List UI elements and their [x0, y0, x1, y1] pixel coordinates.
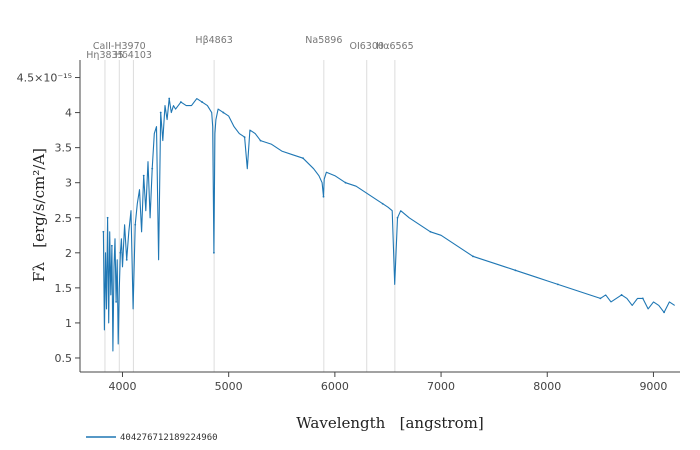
x-tick-label: 7000: [427, 380, 455, 393]
series-point: [179, 101, 182, 103]
series-point: [259, 139, 262, 142]
y-ticks: 0.5 1 1.5 2 2.5 3 3.5 4 4.5×10⁻¹⁵: [17, 72, 80, 365]
spectral-line-label: Hβ4863: [195, 35, 232, 46]
series-point: [514, 269, 517, 272]
spectral-line-label: Na5896: [305, 35, 342, 46]
legend[interactable]: 404276712189224960: [86, 433, 218, 443]
legend-label: 404276712189224960: [120, 433, 218, 443]
series-point: [344, 181, 347, 184]
series-point: [159, 111, 162, 114]
y-tick-label: 2.5: [55, 212, 73, 225]
x-tick-label: 8000: [533, 380, 561, 393]
axes: [79, 60, 680, 373]
series-point: [151, 167, 154, 170]
series-point: [102, 230, 105, 233]
series-point: [620, 293, 623, 296]
series-point: [243, 136, 246, 139]
y-tick-label: 0.5: [55, 352, 73, 365]
x-ticks: 4000 5000 6000 7000 8000 9000: [108, 372, 667, 393]
spectral-line-label: Hδ4103: [115, 50, 152, 61]
spectral-line-label: OI6300: [349, 41, 383, 52]
y-tick-label: 1: [65, 317, 72, 330]
series-line: [102, 98, 676, 352]
x-tick-label: 9000: [639, 380, 667, 393]
y-tick-label: 3.5: [55, 142, 73, 155]
series-point: [115, 300, 118, 303]
series-point: [110, 244, 113, 247]
series-point: [556, 283, 559, 286]
y-axis-title: Fλ [erg/s/cm²/A]: [30, 148, 48, 282]
spectral-reference-lines: [104, 60, 396, 372]
x-axis-title: Wavelength [angstrom]: [296, 414, 483, 432]
series-point: [381, 202, 384, 205]
series-point: [125, 258, 128, 261]
spectral-line-label: Hα6565: [376, 41, 414, 52]
series-point: [142, 174, 145, 177]
series-point: [429, 230, 432, 233]
series-point: [201, 101, 204, 103]
series-point: [213, 251, 215, 254]
y-tick-label: 2: [65, 247, 72, 260]
y-tick-label: 1.5: [55, 282, 73, 295]
series-point: [472, 255, 474, 258]
series-point: [641, 297, 644, 300]
series-point: [168, 97, 171, 100]
series-point: [222, 111, 225, 114]
series-point: [134, 223, 137, 226]
series-point: [322, 195, 325, 198]
spectral-line-label: Hη3835: [86, 50, 123, 61]
y-tick-label: 4: [65, 107, 72, 120]
series-layer: [102, 97, 676, 352]
series-point: [663, 311, 665, 314]
y-tick-label: 4.5×10⁻¹⁵: [17, 72, 72, 85]
spectral-line-label: CaII-H3970: [93, 41, 146, 52]
series-point: [396, 216, 399, 219]
series-point: [106, 216, 109, 219]
x-tick-label: 4000: [108, 380, 136, 393]
x-tick-label: 6000: [321, 380, 349, 393]
series-point: [302, 157, 304, 160]
series-point: [599, 297, 602, 300]
y-tick-label: 3: [65, 177, 72, 190]
series-point: [119, 251, 122, 254]
x-tick-label: 5000: [215, 380, 243, 393]
